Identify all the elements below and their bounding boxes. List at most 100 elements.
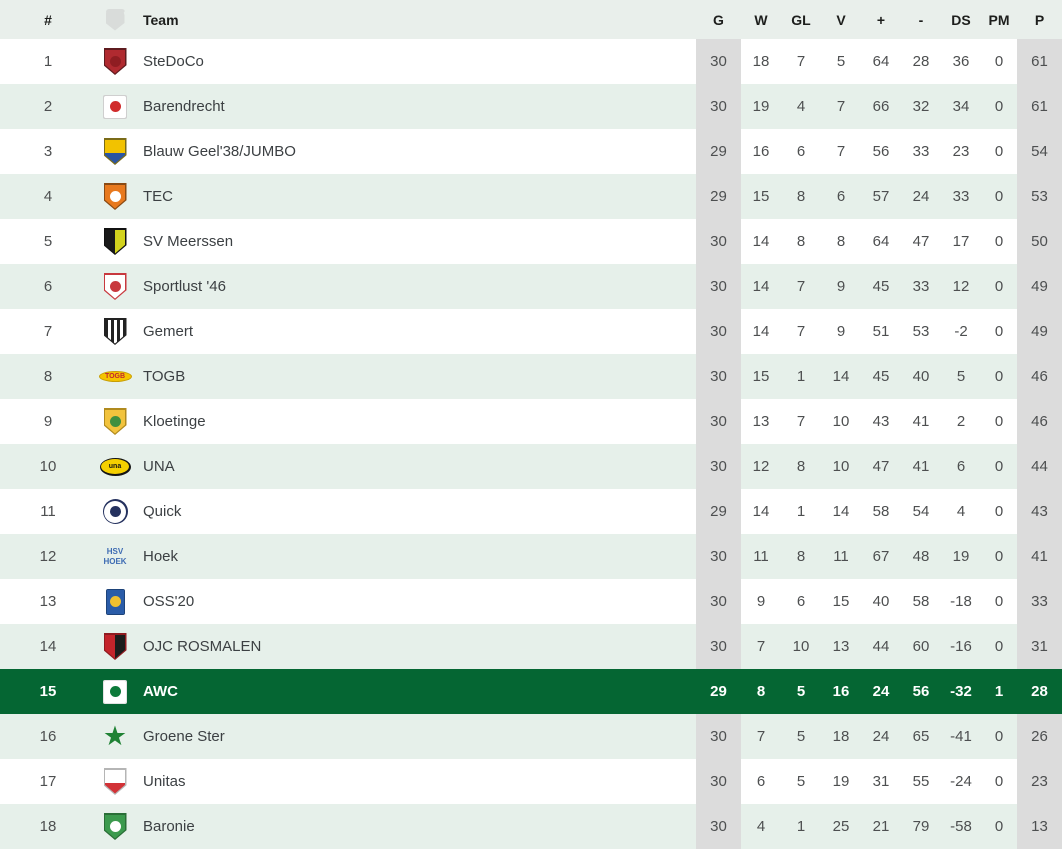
team-logo (96, 804, 134, 849)
goals-for-cell: 66 (872, 98, 890, 115)
points-deduction-cell: 0 (994, 773, 1004, 790)
wins-cell: 11 (753, 548, 769, 565)
hoek-crest-icon: HSV HOEK (103, 547, 127, 566)
team-rank: 12 (39, 548, 57, 565)
oss20-crest-icon (105, 588, 125, 615)
points-deduction-cell: 0 (994, 278, 1004, 295)
team-name: Unitas (143, 773, 186, 790)
losses-cell: 19 (832, 773, 850, 790)
team-logo (96, 219, 134, 264)
points-deduction-cell: 0 (994, 233, 1004, 250)
una-crest-icon: una (99, 457, 131, 476)
goals-against-cell: 53 (912, 323, 930, 340)
table-row-blauw-geel-38-jumbo[interactable]: 3 Blauw Geel'38/JUMBO 29 16 6 7 56 33 23… (0, 129, 1062, 174)
sv-meerssen-crest-icon (103, 228, 127, 255)
team-logo (96, 759, 134, 804)
wins-cell: 14 (752, 503, 770, 520)
points-cell: 23 (1017, 759, 1062, 804)
table-row-stedoco[interactable]: 1 SteDoCo 30 18 7 5 64 28 36 0 61 (0, 39, 1062, 84)
draws-cell: 1 (796, 818, 806, 835)
points-deduction-cell: 0 (994, 638, 1004, 655)
goal-difference-cell: 34 (952, 98, 970, 115)
draws-cell: 7 (796, 323, 806, 340)
table-row-unitas[interactable]: 17 Unitas 30 6 5 19 31 55 -24 0 23 (0, 759, 1062, 804)
goals-against-cell: 28 (912, 53, 930, 70)
team-logo (96, 669, 134, 714)
team-name: Kloetinge (143, 413, 206, 430)
goals-against-cell: 58 (912, 593, 930, 610)
table-row-hoek[interactable]: 12 HSV HOEK Hoek 30 11 8 11 67 48 19 0 4… (0, 534, 1062, 579)
table-row-tec[interactable]: 4 TEC 29 15 8 6 57 24 33 0 53 (0, 174, 1062, 219)
goals-for-cell: 31 (872, 773, 890, 790)
team-logo (96, 624, 134, 669)
table-row-kloetinge[interactable]: 9 Kloetinge 30 13 7 10 43 41 2 0 46 (0, 399, 1062, 444)
draws-cell: 6 (796, 593, 806, 610)
table-row-groene-ster[interactable]: 16 ★ Groene Ster 30 7 5 18 24 65 -41 0 2… (0, 714, 1062, 759)
table-row-gemert[interactable]: 7 Gemert 30 14 7 9 51 53 -2 0 49 (0, 309, 1062, 354)
team-name: Quick (143, 503, 182, 520)
points-cell: 33 (1017, 579, 1062, 624)
table-row-baronie[interactable]: 18 Baronie 30 4 1 25 21 79 -58 0 13 (0, 804, 1062, 849)
team-rank: 7 (43, 323, 53, 340)
table-row-togb[interactable]: 8 TOGB TOGB 30 15 1 14 45 40 5 0 46 (0, 354, 1062, 399)
wins-cell: 12 (752, 458, 770, 475)
goal-difference-cell: -18 (950, 593, 972, 610)
team-rank: 16 (39, 728, 57, 745)
draws-cell: 7 (796, 278, 806, 295)
table-row-una[interactable]: 10 una UNA 30 12 8 10 47 41 6 0 44 (0, 444, 1062, 489)
losses-cell: 9 (836, 278, 846, 295)
points-cell: 61 (1017, 39, 1062, 84)
team-rank: 5 (43, 233, 53, 250)
goal-difference-cell: 4 (956, 503, 966, 520)
losses-cell: 8 (836, 233, 846, 250)
wins-cell: 8 (756, 683, 766, 700)
goals-against-cell: 41 (912, 413, 930, 430)
table-row-oss-20[interactable]: 13 OSS'20 30 9 6 15 40 58 -18 0 33 (0, 579, 1062, 624)
points-cell: 28 (1031, 683, 1048, 700)
table-row-ojc-rosmalen[interactable]: 14 OJC ROSMALEN 30 7 10 13 44 60 -16 0 3… (0, 624, 1062, 669)
wins-cell: 18 (752, 53, 770, 70)
points-deduction-cell: 0 (994, 323, 1004, 340)
points-cell: 43 (1017, 489, 1062, 534)
togb-crest-icon: TOGB (98, 371, 132, 382)
points-deduction-cell: 0 (994, 503, 1004, 520)
tec-crest-icon (103, 183, 127, 210)
games-played-cell: 30 (696, 84, 741, 129)
table-row-barendrecht[interactable]: 2 Barendrecht 30 19 4 7 66 32 34 0 61 (0, 84, 1062, 129)
games-played-cell: 30 (696, 624, 741, 669)
goals-for-cell: 67 (872, 548, 890, 565)
team-rank: 8 (43, 368, 53, 385)
team-name: Groene Ster (143, 728, 225, 745)
col-header-losses: V (836, 11, 846, 28)
table-row-quick[interactable]: 11 Quick 29 14 1 14 58 54 4 0 43 (0, 489, 1062, 534)
goal-difference-cell: -58 (950, 818, 972, 835)
games-played-cell: 29 (696, 129, 741, 174)
losses-cell: 14 (832, 503, 850, 520)
table-row-sv-meerssen[interactable]: 5 SV Meerssen 30 14 8 8 64 47 17 0 50 (0, 219, 1062, 264)
losses-cell: 13 (832, 638, 850, 655)
team-logo (96, 174, 134, 219)
draws-cell: 8 (796, 188, 806, 205)
goals-for-cell: 56 (872, 143, 890, 160)
team-rank: 15 (39, 683, 57, 700)
kloetinge-crest-icon (103, 408, 127, 435)
table-row-sportlust-46[interactable]: 6 Sportlust '46 30 14 7 9 45 33 12 0 49 (0, 264, 1062, 309)
wins-cell: 4 (756, 818, 766, 835)
goals-for-cell: 24 (872, 683, 890, 700)
wins-cell: 7 (756, 638, 766, 655)
team-logo (96, 309, 134, 354)
table-row-awc[interactable]: 15 AWC 29 8 5 16 24 56 -32 1 28 (0, 669, 1062, 714)
team-name: OSS'20 (143, 593, 195, 610)
team-rank: 9 (43, 413, 53, 430)
points-deduction-cell: 0 (994, 413, 1004, 430)
team-rank: 6 (43, 278, 53, 295)
team-rank: 10 (39, 458, 57, 475)
draws-cell: 7 (796, 53, 806, 70)
goal-difference-cell: -24 (950, 773, 972, 790)
col-header-team: Team (143, 11, 179, 28)
draws-cell: 7 (796, 413, 806, 430)
wins-cell: 13 (752, 413, 770, 430)
goals-for-cell: 21 (872, 818, 890, 835)
goals-against-cell: 40 (912, 368, 930, 385)
